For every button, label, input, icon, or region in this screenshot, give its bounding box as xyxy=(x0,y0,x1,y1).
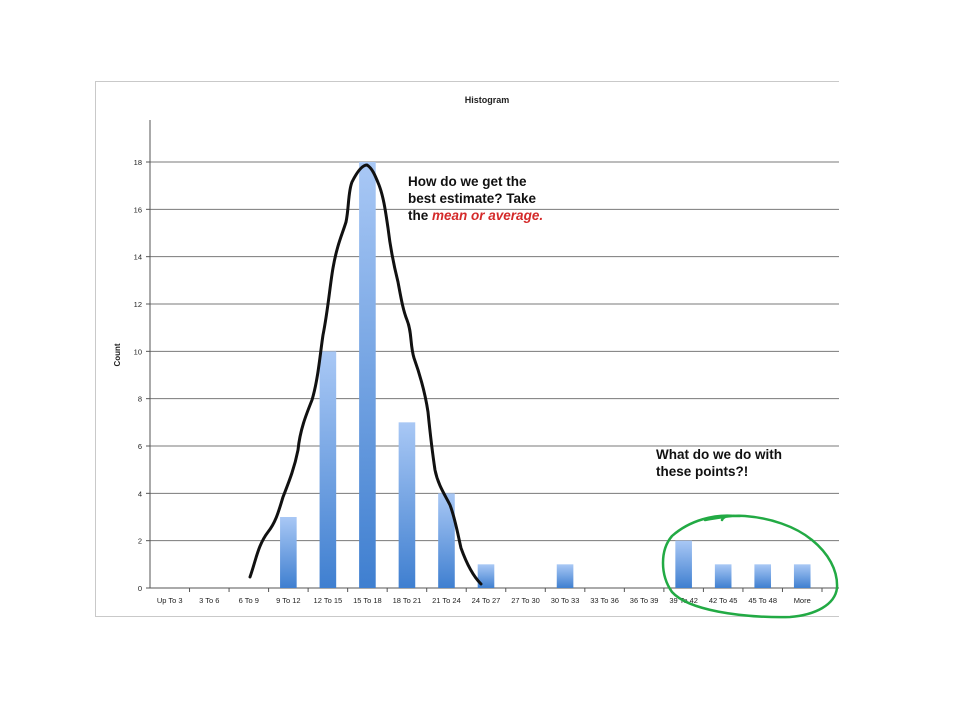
chart-frame xyxy=(95,81,839,617)
x-tick-label: More xyxy=(794,596,811,605)
y-tick-label: 16 xyxy=(134,205,142,214)
y-tick-label: 18 xyxy=(134,158,142,167)
y-axis-label: Count xyxy=(113,343,122,366)
x-tick-label: 12 To 15 xyxy=(314,596,343,605)
bar-45-to-48 xyxy=(754,564,772,588)
bar-24-to-27 xyxy=(477,564,495,588)
annotation-line: these points?! xyxy=(656,464,749,479)
x-tick-label: 15 To 18 xyxy=(353,596,382,605)
y-tick-label: 2 xyxy=(138,537,142,546)
y-tick-label: 14 xyxy=(134,253,142,262)
y-tick-label: 10 xyxy=(134,347,142,356)
x-tick-label: 30 To 33 xyxy=(551,596,580,605)
annotation-line: best estimate? Take xyxy=(408,191,537,206)
annotation-outliers: What do we do with these points?! xyxy=(656,446,782,480)
y-tick-label: 6 xyxy=(138,442,142,451)
x-tick-label: Up To 3 xyxy=(157,596,183,605)
chart-title: Histogram xyxy=(465,95,510,105)
x-tick-label: 42 To 45 xyxy=(709,596,738,605)
bar-15-to-18 xyxy=(359,162,376,588)
x-tick-label: 6 To 9 xyxy=(239,596,259,605)
x-tick-label: 45 To 48 xyxy=(748,596,777,605)
bar-30-to-33 xyxy=(556,564,574,588)
bar-more xyxy=(793,564,811,588)
hand-drawn-green-circle xyxy=(661,514,839,619)
x-tick-label: 18 To 21 xyxy=(393,596,422,605)
annotation-line: What do we do with xyxy=(656,447,782,462)
y-tick-label: 0 xyxy=(138,584,142,593)
annotation-best-estimate: How do we get the best estimate? Take th… xyxy=(408,173,543,224)
x-tick-label: 3 To 6 xyxy=(199,596,219,605)
y-tick-label: 12 xyxy=(134,300,142,309)
annotation-line: How do we get the xyxy=(408,174,527,189)
bar-9-to-12 xyxy=(280,517,297,588)
annotation-emphasis: mean or average. xyxy=(432,208,544,223)
x-tick-label: 24 To 27 xyxy=(472,596,501,605)
x-tick-label: 9 To 12 xyxy=(276,596,300,605)
bar-18-to-21 xyxy=(398,422,416,588)
bar-42-to-45 xyxy=(714,564,732,588)
bar-39-to-42 xyxy=(675,540,692,588)
x-tick-label: 33 To 36 xyxy=(590,596,619,605)
x-tick-label: 21 To 24 xyxy=(432,596,461,605)
x-tick-label: 27 To 30 xyxy=(511,596,540,605)
bar-12-to-15 xyxy=(319,351,337,588)
y-tick-label: 4 xyxy=(138,489,142,498)
annotation-line: the mean or average. xyxy=(408,207,543,224)
annotation-text: the xyxy=(408,208,433,223)
x-tick-label: 36 To 39 xyxy=(630,596,659,605)
hand-drawn-bell-curve xyxy=(248,163,483,586)
bar-21-to-24 xyxy=(438,493,455,588)
y-tick-label: 8 xyxy=(138,395,142,404)
